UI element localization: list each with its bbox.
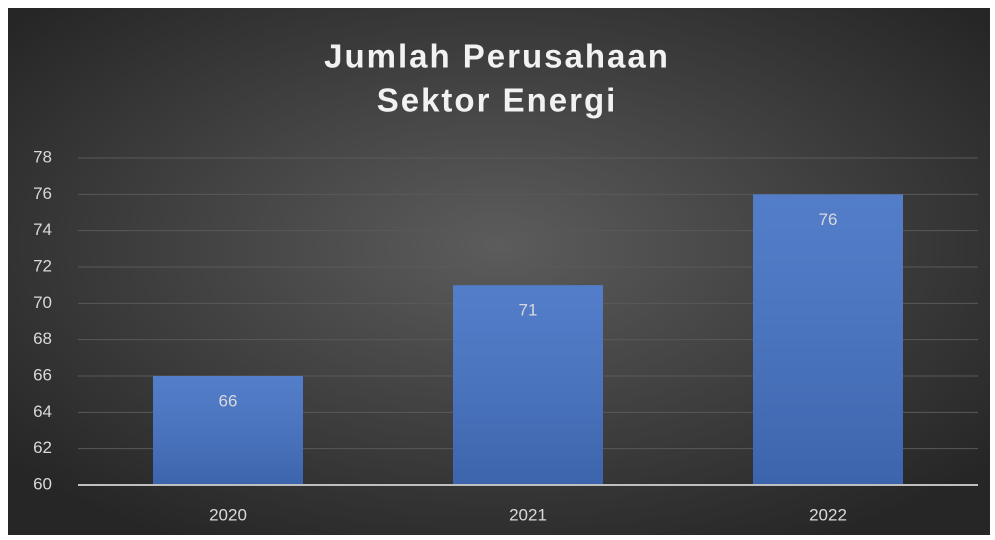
y-tick-label: 66 (33, 365, 52, 384)
y-tick-label: 60 (33, 474, 52, 493)
x-tick-label: 2021 (509, 505, 547, 524)
y-tick-label: 74 (33, 220, 52, 239)
y-tick-label: 62 (33, 438, 52, 457)
y-tick-label: 78 (33, 147, 52, 166)
y-tick-label: 76 (33, 184, 52, 203)
x-tick-label: 2022 (809, 505, 847, 524)
data-label: 76 (819, 210, 838, 229)
bar-shade (753, 194, 903, 486)
chart-title: Sektor Energi (377, 82, 618, 119)
y-tick-label: 70 (33, 293, 52, 312)
bar-shade (453, 285, 603, 485)
x-tick-label: 2020 (209, 505, 247, 524)
bar-shade (153, 376, 303, 485)
y-tick-label: 68 (33, 329, 52, 348)
y-tick-label: 64 (33, 402, 52, 421)
data-label: 71 (519, 301, 538, 320)
data-label: 66 (219, 391, 238, 410)
y-tick-label: 72 (33, 256, 52, 275)
chart-title: Jumlah Perusahaan (324, 38, 670, 75)
